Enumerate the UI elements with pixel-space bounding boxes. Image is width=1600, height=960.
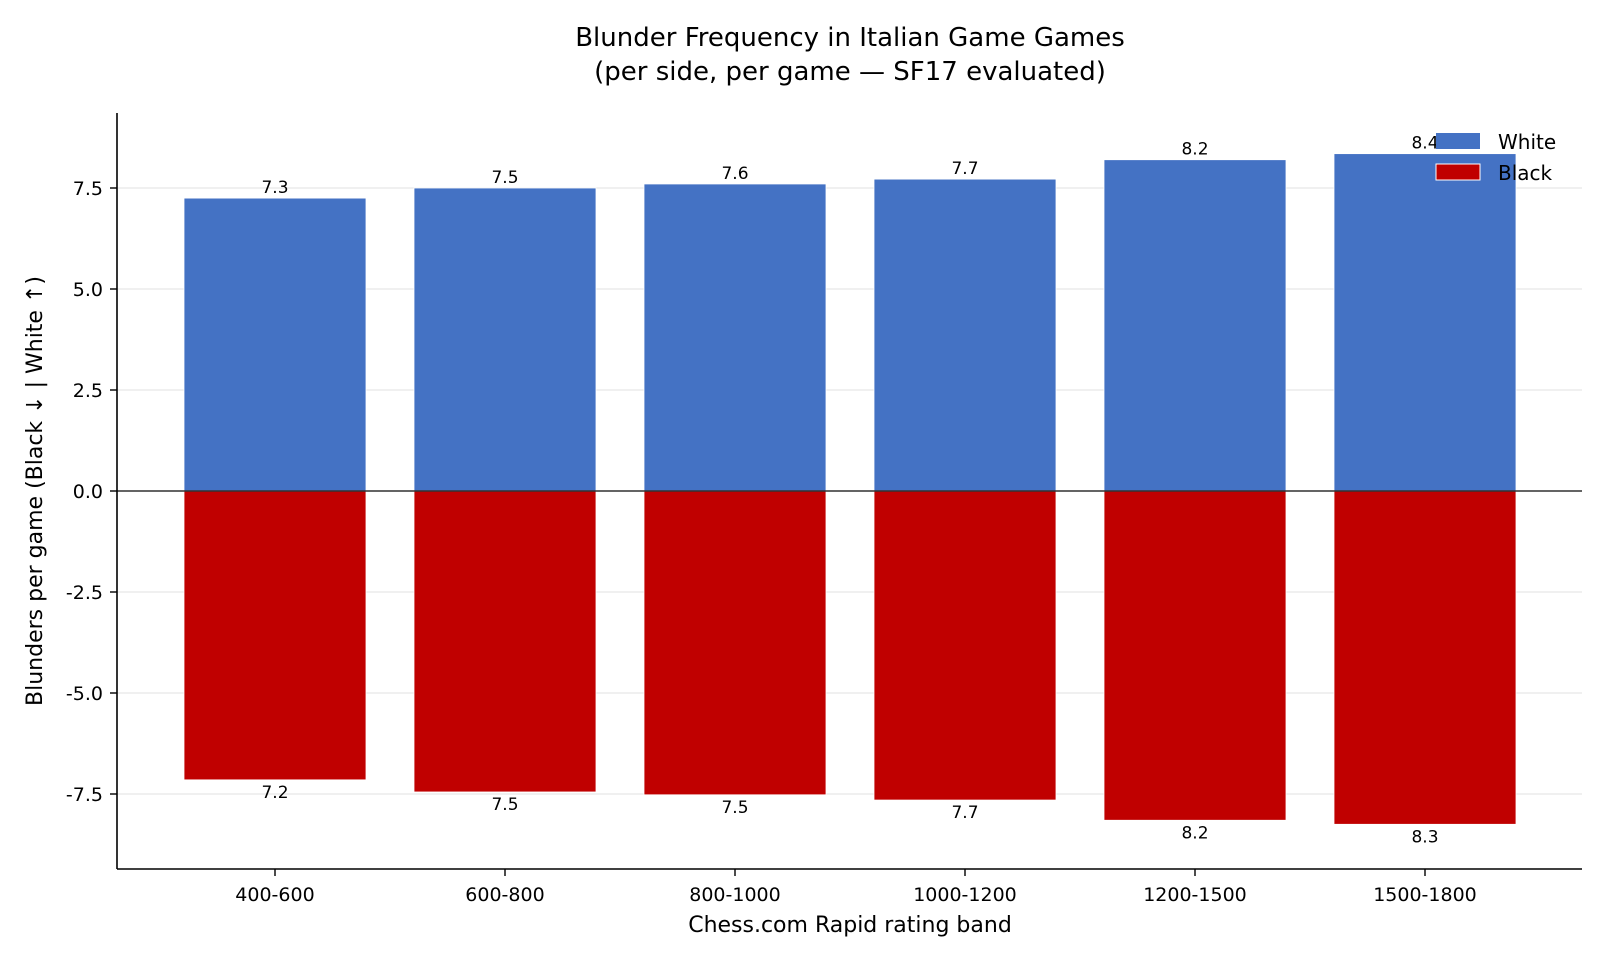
bar-black [643,490,827,796]
chart-title: Blunder Frequency in Italian Game Games [575,23,1125,53]
data-label-white: 8.2 [1181,140,1208,160]
y-tick-label: -2.5 [66,582,103,604]
y-tick-label: 2.5 [73,380,103,402]
data-label-black: 7.5 [721,798,748,818]
data-label-white: 7.7 [951,159,978,179]
x-tick-label: 400-600 [235,884,314,906]
bar-black [1103,490,1287,821]
x-ticks: 400-600 600-800 800-1000 1000-1200 1200-1500… [235,869,1477,906]
data-label-white: 7.6 [721,164,748,184]
data-labels: 7.3 7.2 7.5 7.5 7.6 7.5 7.7 7.7 8.2 8.2 8.4 8.3 [261,134,1438,848]
data-label-black: 7.7 [951,803,978,823]
y-tick-label: -7.5 [66,784,103,806]
bar-white [183,197,367,492]
bar-white [1103,159,1287,492]
bar-white [873,178,1057,492]
bar-white [413,187,597,492]
bars [183,153,1517,825]
data-label-white: 8.4 [1411,134,1438,154]
y-tick-label: 5.0 [73,279,103,301]
bar-black [413,490,597,793]
chart-subtitle: (per side, per game — SF17 evaluated) [594,57,1106,87]
legend-label-white: White [1498,130,1556,154]
x-tick-label: 1500-1800 [1373,884,1477,906]
x-tick-label: 600-800 [465,884,544,906]
y-tick-label: -5.0 [66,683,103,705]
x-tick-label: 1000-1200 [913,884,1017,906]
data-label-black: 7.2 [261,783,288,803]
data-label-black: 7.5 [491,795,518,815]
bar-black [183,490,367,781]
y-tick-label: 0.0 [73,481,103,503]
bar-black [1333,490,1517,825]
bar-white [643,183,827,492]
legend-label-black: Black [1498,161,1553,185]
legend-swatch-white [1436,133,1480,149]
y-axis-label: Blunders per game (Black ↓ | White ↑) [23,276,48,706]
x-tick-label: 1200-1500 [1143,884,1247,906]
y-ticks: -7.5 -5.0 -2.5 0.0 2.5 5.0 7.5 [66,178,117,806]
legend: White Black [1435,130,1556,185]
x-axis-label: Chess.com Rapid rating band [688,913,1012,938]
bar-white [1333,153,1517,492]
data-label-black: 8.3 [1411,827,1438,847]
y-tick-label: 7.5 [73,178,103,200]
legend-swatch-black [1435,163,1481,181]
data-label-white: 7.5 [491,168,518,188]
bar-black [873,490,1057,801]
data-label-black: 8.2 [1181,823,1208,843]
data-label-white: 7.3 [261,178,288,198]
x-tick-label: 800-1000 [689,884,780,906]
